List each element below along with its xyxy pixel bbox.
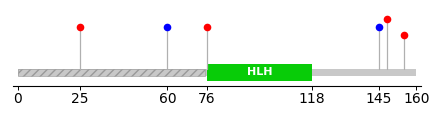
Bar [18,69,416,76]
Bar [312,69,416,76]
Text: HLH: HLH [247,67,272,77]
Bar [18,69,205,76]
Bar [207,63,312,81]
